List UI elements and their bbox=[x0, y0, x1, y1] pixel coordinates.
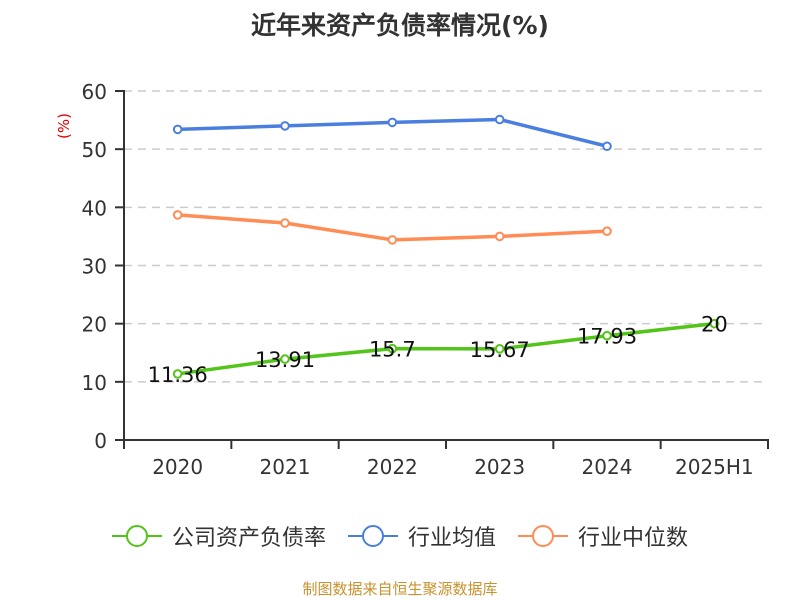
x-tick-label: 2021 bbox=[260, 455, 311, 479]
data-label: 15.67 bbox=[470, 338, 530, 362]
series-group: 11.36 13.91 15.7 15.67 17.93 20 bbox=[148, 114, 728, 387]
y-tick-label: 10 bbox=[82, 371, 107, 395]
data-point[interactable] bbox=[387, 117, 398, 128]
data-point[interactable] bbox=[494, 344, 505, 354]
data-point[interactable] bbox=[602, 226, 612, 236]
data-label: 20 bbox=[701, 313, 728, 337]
data-point[interactable] bbox=[280, 218, 290, 228]
data-point[interactable] bbox=[602, 330, 612, 341]
legend-label: 行业均值 bbox=[407, 526, 496, 551]
y-axis-unit-label: (%) bbox=[55, 113, 73, 139]
y-tick-label: 40 bbox=[82, 196, 107, 220]
legend-item-0[interactable]: 公司资产负债率 bbox=[111, 520, 326, 552]
x-tick-label: 2024 bbox=[582, 455, 633, 479]
grid-lines bbox=[124, 90, 768, 383]
series-0: 11.36 13.91 15.7 15.67 17.93 20 bbox=[148, 313, 728, 387]
legend-label: 公司资产负债率 bbox=[171, 526, 326, 551]
data-label: 17.93 bbox=[577, 325, 637, 349]
legend-line-circle-icon bbox=[111, 525, 162, 547]
data-label: 13.91 bbox=[255, 348, 315, 372]
legend-label: 行业中位数 bbox=[578, 526, 689, 551]
y-tick-label: 20 bbox=[82, 313, 107, 337]
legend-item-2[interactable]: 行业中位数 bbox=[518, 520, 688, 552]
data-point[interactable] bbox=[709, 318, 720, 329]
y-tick-label: 50 bbox=[82, 138, 107, 162]
legend: 公司资产负债率 行业均值 行业中位数 bbox=[0, 520, 800, 552]
series-line bbox=[177, 321, 715, 376]
data-point[interactable] bbox=[172, 210, 183, 220]
data-source-note: 制图数据来自恒生聚源数据库 bbox=[302, 580, 498, 598]
data-point[interactable] bbox=[602, 141, 612, 152]
series-2 bbox=[172, 210, 612, 245]
data-point[interactable] bbox=[387, 235, 398, 245]
chart-title: 近年来资产负债率情况(%) bbox=[251, 11, 549, 40]
y-tick-label: 60 bbox=[82, 80, 107, 104]
data-point[interactable] bbox=[172, 124, 183, 135]
x-tick-label: 2020 bbox=[152, 455, 203, 479]
data-point[interactable] bbox=[172, 369, 183, 379]
y-axis: 0 10 20 30 40 50 60 bbox=[82, 80, 125, 453]
x-tick-label: 2023 bbox=[474, 455, 525, 479]
data-point[interactable] bbox=[494, 231, 505, 242]
y-tick-label: 30 bbox=[82, 255, 107, 279]
series-1 bbox=[172, 114, 612, 152]
x-tick-label: 2025H1 bbox=[675, 455, 754, 479]
y-tick-label: 0 bbox=[94, 429, 107, 453]
legend-line-circle-icon bbox=[347, 525, 398, 547]
legend-item-1[interactable]: 行业均值 bbox=[347, 520, 496, 552]
data-point[interactable] bbox=[387, 343, 398, 354]
data-point[interactable] bbox=[494, 114, 505, 125]
data-label: 15.7 bbox=[369, 338, 416, 362]
x-axis: 2020 2021 2022 2023 2024 2025H1 bbox=[123, 439, 769, 479]
data-point[interactable] bbox=[280, 354, 290, 364]
line-chart: 0 10 20 30 40 50 60 2020 2021 2022 2023 2024 2025H1… bbox=[55, 80, 769, 479]
data-point[interactable] bbox=[280, 121, 290, 131]
data-label: 11.36 bbox=[148, 363, 208, 387]
x-tick-label: 2022 bbox=[367, 455, 418, 479]
legend-line-circle-icon bbox=[518, 525, 568, 547]
